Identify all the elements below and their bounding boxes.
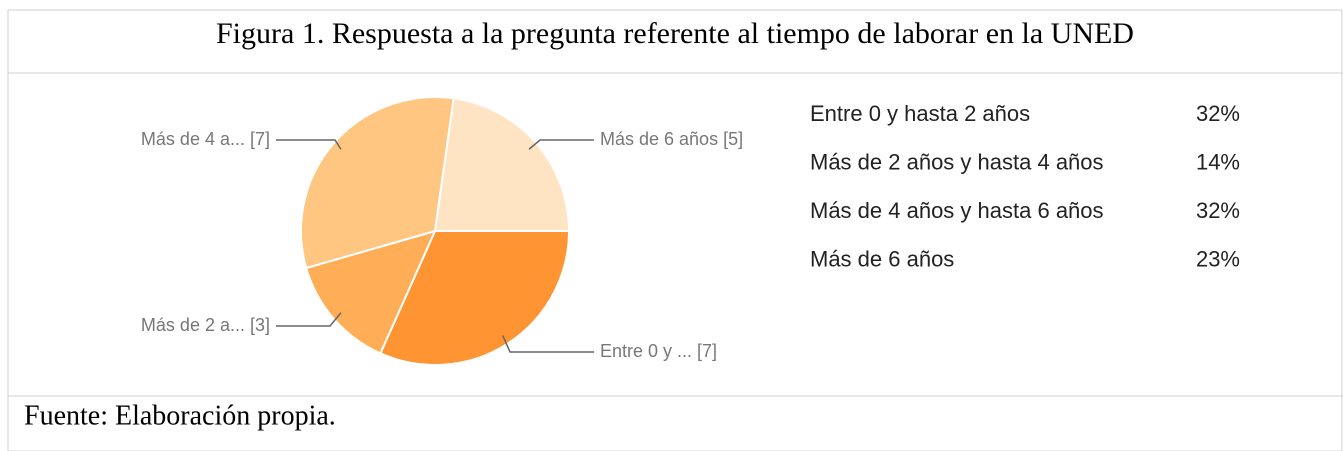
slice-label: Entre 0 y ... [7] bbox=[600, 341, 717, 361]
leader-line bbox=[502, 335, 594, 353]
slice-label: Más de 4 a... [7] bbox=[141, 129, 270, 149]
legend-label: Entre 0 y hasta 2 años bbox=[810, 101, 1030, 126]
leader-line bbox=[276, 312, 342, 327]
legend-value: 32% bbox=[1196, 101, 1240, 126]
figure-title: Figura 1. Respuesta a la pregunta refere… bbox=[216, 17, 1134, 50]
legend-value: 23% bbox=[1196, 246, 1240, 271]
legend-label: Más de 2 años y hasta 4 años bbox=[810, 149, 1104, 174]
legend-value: 32% bbox=[1196, 198, 1240, 223]
legend-value: 14% bbox=[1196, 149, 1240, 174]
pie-slice bbox=[433, 97, 571, 232]
leader-line bbox=[528, 139, 594, 150]
legend-label: Más de 6 años bbox=[810, 246, 954, 271]
pie-slice bbox=[379, 230, 571, 366]
pie-slice bbox=[300, 96, 455, 270]
leader-line bbox=[276, 139, 342, 150]
source-note: Fuente: Elaboración propia. bbox=[24, 400, 336, 431]
pie-slice bbox=[304, 229, 437, 355]
legend-label: Más de 4 años y hasta 6 años bbox=[810, 198, 1104, 223]
frame bbox=[7, 9, 1343, 451]
slice-label: Más de 6 años [5] bbox=[600, 129, 743, 149]
slice-label: Más de 2 a... [3] bbox=[141, 315, 270, 335]
